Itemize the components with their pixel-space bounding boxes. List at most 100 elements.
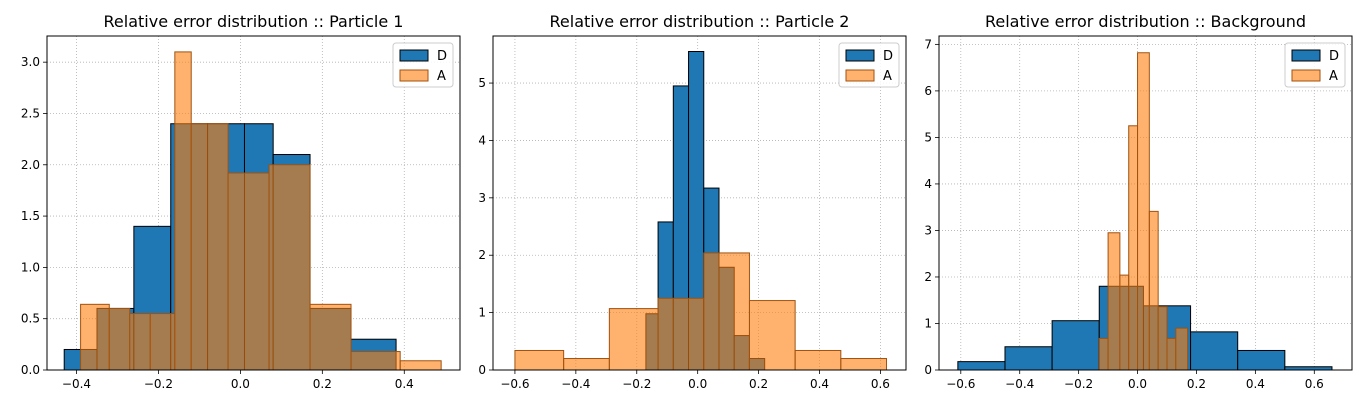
- legend-label-d: D: [883, 49, 893, 64]
- chart-panel-background: Relative error distribution :: Backgroun…: [924, 12, 1353, 391]
- y-tick-label: 1: [478, 306, 486, 320]
- histogram-bar-a: [1107, 232, 1121, 370]
- histogram-bar-a: [80, 303, 110, 370]
- y-tick-label: 1.0: [21, 260, 40, 274]
- histogram-bar-a: [174, 51, 192, 370]
- y-tick-label: 2: [478, 248, 486, 262]
- histogram-bar-a: [108, 307, 131, 370]
- legend: DA: [838, 42, 900, 88]
- x-tick-label: 0.2: [1187, 377, 1206, 391]
- y-tick-label: 0: [924, 363, 932, 377]
- y-tick-label: 1: [924, 316, 932, 330]
- histogram-bar-a: [190, 123, 229, 370]
- chart-panel-particle-1: Relative error distribution :: Particle …: [21, 12, 461, 391]
- legend-swatch-a: [1291, 69, 1321, 82]
- x-tick-label: −0.6: [500, 377, 529, 391]
- legend-label-d: D: [1329, 49, 1339, 64]
- x-tick-label: 0.0: [1128, 377, 1147, 391]
- histogram-bar-a: [703, 252, 750, 370]
- y-tick-label: 2.5: [21, 106, 40, 120]
- histogram-bar-a: [514, 349, 565, 370]
- legend-swatch-d: [1291, 49, 1321, 62]
- histogram-bar-a: [149, 313, 176, 370]
- y-tick-label: 4: [924, 177, 932, 191]
- y-tick-label: 0.0: [21, 363, 40, 377]
- histogram-bar-d: [1284, 366, 1333, 370]
- y-tick-label: 5: [924, 130, 932, 144]
- x-tick-label: −0.4: [1005, 377, 1034, 391]
- histogram-bar-a: [794, 349, 842, 370]
- chart-title: Relative error distribution :: Particle …: [550, 12, 850, 31]
- axes-frame: [46, 35, 461, 371]
- histogram-bar-a: [309, 303, 352, 370]
- x-tick-label: 0.0: [688, 377, 707, 391]
- histogram-bar-d: [957, 361, 1006, 370]
- histogram-bar-a: [1175, 327, 1189, 370]
- x-tick-label: 0.6: [1305, 377, 1324, 391]
- chart-panel-particle-2: Relative error distribution :: Particle …: [478, 12, 907, 391]
- x-tick-label: 0.2: [313, 377, 332, 391]
- y-tick-label: 4: [478, 133, 486, 147]
- legend-label-a: A: [883, 69, 892, 84]
- x-tick-label: −0.2: [1064, 377, 1093, 391]
- chart-title: Relative error distribution :: Backgroun…: [985, 12, 1306, 31]
- bars: [957, 52, 1333, 370]
- x-tick-label: 0.4: [810, 377, 829, 391]
- legend-label-a: A: [1329, 69, 1338, 84]
- histogram-bar-a: [563, 358, 610, 370]
- x-tick-label: −0.2: [144, 377, 173, 391]
- y-tick-label: 2.0: [21, 158, 40, 172]
- histogram-bar-a: [399, 360, 442, 370]
- x-tick-label: 0.4: [395, 377, 414, 391]
- legend-label-d: D: [437, 49, 447, 64]
- histogram-bar-a: [129, 313, 151, 370]
- histogram-bar-a: [608, 308, 659, 370]
- x-tick-label: 0.6: [871, 377, 890, 391]
- histogram-bar-a: [748, 300, 796, 370]
- x-tick-label: −0.4: [561, 377, 590, 391]
- y-tick-label: 3.0: [21, 55, 40, 69]
- y-tick-label: 1.5: [21, 209, 40, 223]
- x-tick-label: −0.2: [622, 377, 651, 391]
- histogram-bar-d: [1237, 349, 1286, 370]
- histogram-bar-a: [350, 351, 401, 370]
- histogram-bar-a: [1157, 306, 1168, 370]
- axes-frame: [492, 35, 907, 371]
- histogram-bar-a: [1128, 125, 1139, 370]
- x-tick-label: 0.2: [749, 377, 768, 391]
- y-tick-label: 3: [478, 191, 486, 205]
- histogram-bar-a: [1119, 274, 1130, 370]
- histogram-bar-a: [1148, 210, 1159, 370]
- bars: [63, 51, 442, 370]
- x-tick-label: 0.4: [1246, 377, 1265, 391]
- legend-swatch-d: [845, 49, 875, 62]
- y-tick-label: 0.5: [21, 312, 40, 326]
- histogram-bar-a: [227, 172, 270, 370]
- histogram-bar-d: [1051, 320, 1100, 370]
- legend-swatch-a: [399, 69, 429, 82]
- histogram-bar-a: [657, 297, 705, 370]
- x-tick-label: 0.0: [231, 377, 250, 391]
- y-tick-label: 6: [924, 84, 932, 98]
- chart-title: Relative error distribution :: Particle …: [104, 12, 404, 31]
- y-tick-label: 7: [924, 37, 932, 51]
- y-tick-label: 2: [924, 270, 932, 284]
- legend-label-a: A: [437, 69, 446, 84]
- legend-swatch-a: [845, 69, 875, 82]
- axes-frame: [938, 35, 1353, 371]
- legend: DA: [1284, 42, 1346, 88]
- y-tick-label: 0: [478, 363, 486, 377]
- legend-swatch-d: [399, 49, 429, 62]
- histogram-bar-d: [1004, 346, 1053, 370]
- histogram-bar-a: [1166, 337, 1177, 370]
- x-tick-label: −0.4: [62, 377, 91, 391]
- histogram-bar-a: [840, 358, 888, 370]
- histogram-bar-a: [1098, 337, 1109, 370]
- histogram-bar-a: [268, 164, 311, 370]
- histogram-bar-a: [1137, 52, 1150, 370]
- y-tick-label: 3: [924, 223, 932, 237]
- histogram-bar-d: [1190, 331, 1239, 370]
- legend: DA: [392, 42, 454, 88]
